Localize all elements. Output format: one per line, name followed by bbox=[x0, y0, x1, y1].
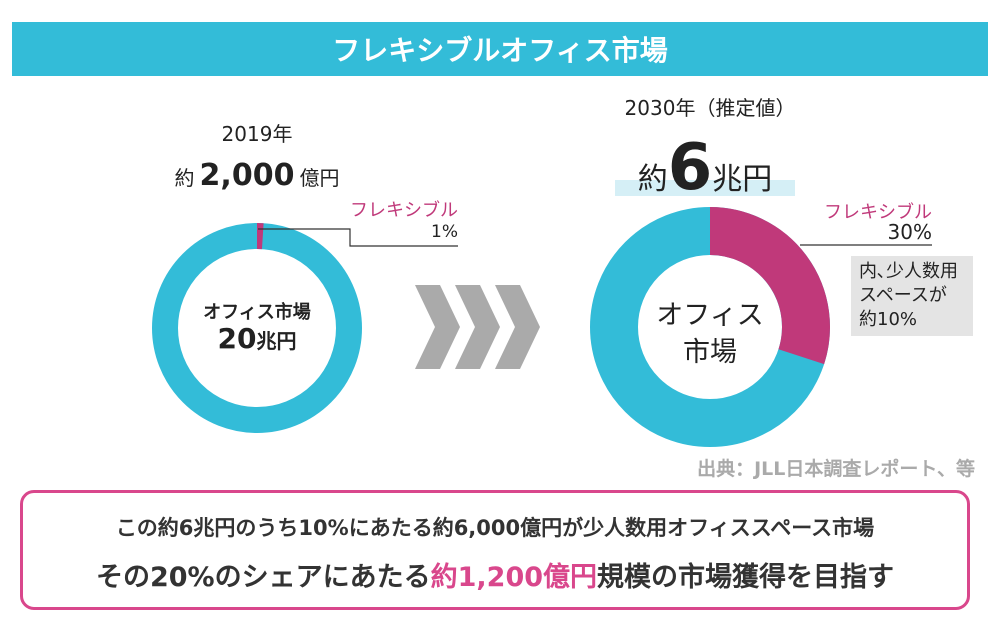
highlight: 約1,200億円 bbox=[430, 562, 598, 593]
source-note: 出典：JLL日本調査レポート、等 bbox=[697, 458, 975, 480]
text: その20%のシェアにあたる bbox=[95, 562, 431, 593]
left-total: 約 2,000 億円 bbox=[137, 158, 377, 193]
note-line: スペースが bbox=[859, 285, 947, 306]
num: 20 bbox=[217, 322, 257, 355]
unit: 兆円 bbox=[712, 162, 773, 197]
left-flex-pct: 1% bbox=[431, 222, 458, 242]
note-line: 内､少人数用 bbox=[859, 261, 958, 282]
text: 規模の市場獲得を目指す bbox=[597, 562, 895, 593]
right-center-line1: オフィス bbox=[656, 300, 764, 331]
right-flex-label: フレキシブル bbox=[824, 202, 932, 223]
right-total: 約6兆円 bbox=[605, 133, 805, 219]
right-note: 内､少人数用 スペースが 約10% bbox=[851, 256, 973, 336]
summary-line1: この約6兆円のうち10%にあたる約6,000億円が少人数用オフィススペース市場 bbox=[115, 516, 875, 540]
approx: 約 bbox=[637, 162, 668, 197]
left-flex-label: フレキシブル bbox=[350, 200, 458, 221]
left-center-value: 20兆円 bbox=[177, 322, 337, 355]
note-line: 約10% bbox=[859, 309, 918, 330]
left-year: 2019年 bbox=[221, 122, 293, 146]
summary-box bbox=[20, 490, 970, 610]
right-center-line2: 市場 bbox=[683, 337, 737, 368]
approx: 約 bbox=[174, 166, 195, 190]
right-donut-flex bbox=[709, 207, 830, 365]
right-flex-pct: 30% bbox=[887, 220, 932, 244]
summary-line2: その20%のシェアにあたる約1,200億円規模の市場獲得を目指す bbox=[20, 555, 970, 594]
unit: 兆円 bbox=[256, 329, 297, 353]
highlight-band bbox=[615, 180, 795, 196]
left-center-label: オフィス市場 bbox=[203, 302, 311, 323]
amount: 2,000 bbox=[199, 158, 295, 193]
page-title: フレキシブルオフィス市場 bbox=[12, 22, 988, 76]
arrow-chevrons bbox=[415, 285, 540, 369]
right-year: 2030年（推定値） bbox=[624, 96, 796, 120]
unit: 億円 bbox=[299, 166, 340, 190]
amount: 6 bbox=[667, 131, 713, 205]
left-leader-line bbox=[258, 228, 458, 247]
